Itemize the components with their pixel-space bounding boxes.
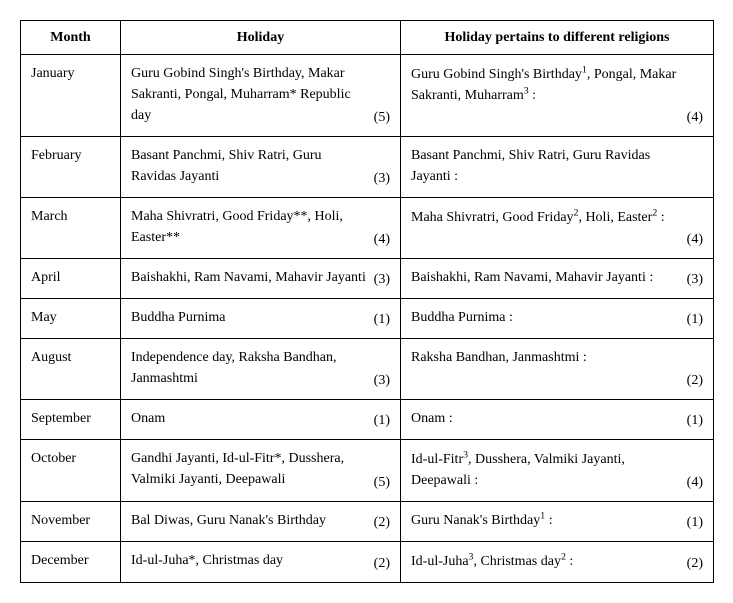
holiday-text: Gandhi Jayanti, Id-ul-Fitr*, Dusshera, V… (131, 451, 344, 487)
holiday-count: (2) (374, 553, 390, 574)
holiday-cell: Guru Gobind Singh's Birthday, Makar Sakr… (121, 55, 401, 137)
religion-text: Id-ul-Fitr3, Dusshera, Valmiki Jayanti, … (411, 452, 625, 488)
religion-count: (2) (687, 553, 703, 574)
header-holiday: Holiday (121, 21, 401, 55)
holiday-cell: Baishakhi, Ram Navami, Mahavir Jayanti (3… (121, 259, 401, 299)
month-cell: October (21, 440, 121, 502)
table-row: JanuaryGuru Gobind Singh's Birthday, Mak… (21, 55, 714, 137)
holiday-text: Onam (131, 411, 165, 426)
holiday-cell: Maha Shivratri, Good Friday**, Holi, Eas… (121, 198, 401, 259)
religion-count: (1) (687, 309, 703, 330)
religion-text: Buddha Purnima : (411, 310, 513, 325)
holiday-text: Bal Diwas, Guru Nanak's Birthday (131, 513, 326, 528)
holiday-count: (3) (374, 168, 390, 189)
religion-count: (4) (687, 229, 703, 250)
table-row: March Maha Shivratri, Good Friday**, Holi… (21, 198, 714, 259)
table-row: DecemberId-ul-Juha*, Christmas day(2)Id-… (21, 542, 714, 583)
holiday-text: Buddha Purnima (131, 310, 226, 325)
holiday-text: Maha Shivratri, Good Friday**, Holi, Eas… (131, 209, 343, 245)
holiday-count: (5) (374, 472, 390, 493)
holiday-cell: Id-ul-Juha*, Christmas day (2) (121, 542, 401, 583)
religion-cell: Onam : (1) (401, 400, 714, 440)
religion-cell: Raksha Bandhan, Janmashtmi : (2) (401, 339, 714, 400)
holiday-count: (4) (374, 229, 390, 250)
table-row: February Basant Panchmi, Shiv Ratri, Guru… (21, 137, 714, 198)
religion-text: Maha Shivratri, Good Friday2, Holi, East… (411, 210, 665, 225)
religion-count: (1) (687, 512, 703, 533)
religion-count: (4) (687, 472, 703, 493)
holiday-cell: Bal Diwas, Guru Nanak's Birthday (2) (121, 501, 401, 542)
table-row: September Onam (1) Onam : (1) (21, 400, 714, 440)
religion-text: Id-ul-Juha3, Christmas day2 : (411, 554, 573, 569)
holiday-count: (3) (374, 269, 390, 290)
table-row: NovemberBal Diwas, Guru Nanak's Birthday… (21, 501, 714, 542)
table-row: August Independence day, Raksha Bandhan, … (21, 339, 714, 400)
religion-cell: Id-ul-Juha3, Christmas day2 : (2) (401, 542, 714, 583)
month-cell: September (21, 400, 121, 440)
month-cell: August (21, 339, 121, 400)
month-cell: March (21, 198, 121, 259)
religion-text: Guru Nanak's Birthday1 : (411, 513, 553, 528)
holiday-text: Baishakhi, Ram Navami, Mahavir Jayanti (131, 270, 366, 285)
holidays-table: Month Holiday Holiday pertains to differ… (20, 20, 714, 583)
holiday-count: (2) (374, 512, 390, 533)
holiday-count: (1) (374, 309, 390, 330)
holiday-text: Independence day, Raksha Bandhan, Janmas… (131, 350, 337, 386)
religion-count: (4) (687, 107, 703, 128)
religion-text: Raksha Bandhan, Janmashtmi : (411, 350, 587, 365)
religion-text: Onam : (411, 411, 453, 426)
holiday-count: (3) (374, 370, 390, 391)
table-row: October Gandhi Jayanti, Id-ul-Fitr*, Duss… (21, 440, 714, 502)
table-body: JanuaryGuru Gobind Singh's Birthday, Mak… (21, 55, 714, 583)
religion-cell: Baishakhi, Ram Navami, Mahavir Jayanti :… (401, 259, 714, 299)
holiday-count: (5) (374, 107, 390, 128)
holiday-cell: Onam (1) (121, 400, 401, 440)
header-month: Month (21, 21, 121, 55)
holiday-text: Basant Panchmi, Shiv Ratri, Guru Ravidas… (131, 148, 322, 184)
header-religion: Holiday pertains to different religions (401, 21, 714, 55)
religion-text: Guru Gobind Singh's Birthday1, Pongal, M… (411, 67, 676, 104)
holiday-cell: Gandhi Jayanti, Id-ul-Fitr*, Dusshera, V… (121, 440, 401, 502)
holiday-count: (1) (374, 410, 390, 431)
month-cell: May (21, 299, 121, 339)
religion-text: Basant Panchmi, Shiv Ratri, Guru Ravidas… (411, 148, 650, 184)
header-row: Month Holiday Holiday pertains to differ… (21, 21, 714, 55)
table-row: AprilBaishakhi, Ram Navami, Mahavir Jaya… (21, 259, 714, 299)
religion-count: (1) (687, 410, 703, 431)
religion-cell: Maha Shivratri, Good Friday2, Holi, East… (401, 198, 714, 259)
month-cell: November (21, 501, 121, 542)
religion-cell: Guru Gobind Singh's Birthday1, Pongal, M… (401, 55, 714, 137)
holiday-cell: Buddha Purnima (1) (121, 299, 401, 339)
table-row: May Buddha Purnima (1) Buddha Purnima : (1) (21, 299, 714, 339)
month-cell: January (21, 55, 121, 137)
religion-text: Baishakhi, Ram Navami, Mahavir Jayanti : (411, 270, 653, 285)
month-cell: December (21, 542, 121, 583)
month-cell: February (21, 137, 121, 198)
religion-cell: Basant Panchmi, Shiv Ratri, Guru Ravidas… (401, 137, 714, 198)
month-cell: April (21, 259, 121, 299)
religion-cell: Id-ul-Fitr3, Dusshera, Valmiki Jayanti, … (401, 440, 714, 502)
religion-count: (2) (687, 370, 703, 391)
holiday-text: Guru Gobind Singh's Birthday, Makar Sakr… (131, 66, 351, 123)
holiday-text: Id-ul-Juha*, Christmas day (131, 553, 283, 568)
religion-cell: Buddha Purnima : (1) (401, 299, 714, 339)
holiday-cell: Independence day, Raksha Bandhan, Janmas… (121, 339, 401, 400)
religion-count: (3) (687, 269, 703, 290)
religion-cell: Guru Nanak's Birthday1 : (1) (401, 501, 714, 542)
holiday-cell: Basant Panchmi, Shiv Ratri, Guru Ravidas… (121, 137, 401, 198)
